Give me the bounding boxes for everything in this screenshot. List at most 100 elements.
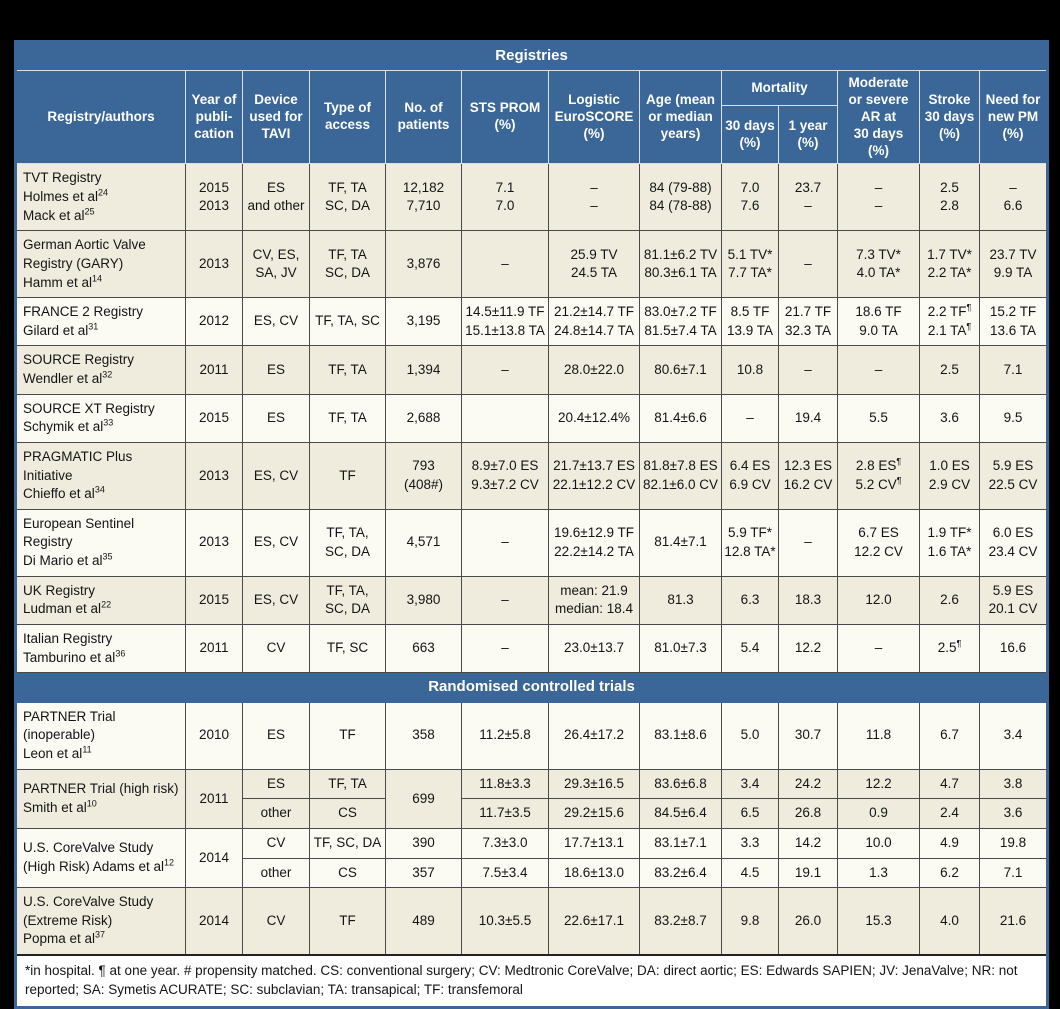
data-cell-age: 83.1±7.1 [639,827,722,859]
data-cell-device: CV, ES, SA, JV [242,230,310,299]
data-cell-d30: – [721,393,779,443]
data-cell-device: ES, CV [242,575,310,625]
data-cell-d30: 5.9 TF* 12.8 TA* [721,508,779,577]
data-cell-device: ES, CV [242,441,310,510]
data-cell-sts [461,393,549,443]
footnote-row: *in hospital. ¶ at one year. # propensit… [14,954,1049,1008]
data-cell-ar: – – [837,163,920,232]
data-cell-d30: 3.3 [721,827,779,859]
data-cell-device: ES [242,345,310,395]
data-cell-stroke: 2.6 [919,575,980,625]
data-cell-sts: – [461,508,549,577]
col-header-mortality: Mortality [721,69,838,107]
col-header-euroscore: Logistic EuroSCORE (%) [548,69,640,165]
table-row: PARTNER Trial (high risk) Smith et al10 20… [15,768,1049,829]
data-cell-access: TF, TA [309,345,386,395]
table-row: U.S. CoreValve Study (High Risk) Adams et… [15,827,1049,889]
data-cell-pm: 21.6 [978,887,1049,956]
data-cell-ar: 0.9 [837,798,920,829]
data-cell-sts: 7.5±3.4 [461,857,549,889]
data-cell-ar: 5.5 [837,393,920,443]
data-cell-sts: 8.9±7.0 ES 9.3±7.2 CV [461,441,549,510]
data-cell-pm: –6.6 [978,163,1049,232]
data-cell-age: 81.8±7.8 ES 82.1±6.0 CV [639,441,722,510]
data-cell-euroscore: 18.6±13.0 [548,857,640,889]
data-cell-patients: 3,195 [385,297,462,347]
data-cell-euroscore: 28.0±22.0 [548,345,640,395]
data-cell-access: TF, TA SC, DA [309,230,386,299]
data-cell-euroscore: – – [548,163,640,232]
data-cell-age: 83.2±6.4 [639,857,722,889]
data-cell-sts: 7.3±3.0 [461,827,549,859]
data-cell-ar: 18.6 TF 9.0 TA [837,297,920,347]
data-cell-age: 81.1±6.2 TV 80.3±6.1 TA [639,230,722,299]
data-cell-euroscore: 21.2±14.7 TF 24.8±14.7 TA [548,297,640,347]
col-header-patients: No. of patients [385,69,462,165]
data-cell-age: 80.6±7.1 [639,345,722,395]
data-cell-access: TF [309,887,386,956]
data-cell-year: 2012 [185,297,243,347]
data-cell-year: 2011 [185,768,243,829]
data-cell-y1: 24.2 [778,768,838,800]
data-cell-sts: 11.8±3.3 [461,768,549,800]
data-cell-age: 81.3 [639,575,722,625]
data-cell-euroscore: 19.6±12.9 TF 22.2±14.2 TA [548,508,640,577]
data-cell-d30: 9.8 [721,887,779,956]
data-cell-stroke: 2.5 2.8 [919,163,980,232]
data-cell-euroscore: 29.2±15.6 [548,798,640,829]
data-cell-y1: 23.7– [778,163,838,232]
data-cell-pm: 5.9 ES 22.5 CV [978,441,1049,510]
data-cell-stroke: 6.7 [919,701,980,770]
data-cell-year: 2013 [185,441,243,510]
registry-name-cell: PARTNER Trial (high risk) Smith et al10 [15,768,186,829]
data-cell-age: 84.5±6.4 [639,798,722,829]
registry-name-cell: SOURCE Registry Wendler et al32 [15,345,186,395]
data-cell-ar: – [837,623,920,674]
registry-name-cell: PRAGMATIC Plus Initiative Chieffo et al34 [15,441,186,510]
data-cell-d30: 10.8 [721,345,779,395]
data-cell-patients: 663 [385,623,462,674]
data-cell-sts: – [461,623,549,674]
data-cell-device: CV [242,827,310,859]
col-header-access: Type of access [309,69,386,165]
col-header-sts-prom: STS PROM (%) [461,69,549,165]
data-cell-euroscore: 23.0±13.7 [548,623,640,674]
data-cell-d30: 6.3 [721,575,779,625]
data-cell-access: TF [309,701,386,770]
footnote-text: *in hospital. ¶ at one year. # propensit… [14,954,1049,1008]
table-row: other CS 11.7±3.5 29.2±15.6 84.5±6.4 6.5 26.8 0… [16,798,1049,829]
data-cell-stroke: 4.0 [919,887,980,956]
data-cell-year: 2015 [185,393,243,443]
registry-name-cell: U.S. CoreValve Study (Extreme Risk) Popma … [15,887,186,956]
data-cell-sts: 11.2±5.8 [461,701,549,770]
data-cell-year: 2013 [185,508,243,577]
registry-name-cell: PARTNER Trial (inoperable) Leon et al11 [15,701,186,770]
data-cell-euroscore: 17.7±13.1 [548,827,640,859]
tavi-outcomes-table: Registries Registry/authors Year of publ… [14,40,1050,1009]
data-cell-d30: 5.1 TV* 7.7 TA* [721,230,779,299]
data-cell-ar: 12.2 [837,768,920,800]
data-cell-d30: 5.4 [721,623,779,674]
data-cell-year: 2014 [185,887,243,956]
data-cell-year: 2010 [185,701,243,770]
data-cell-euroscore: mean: 21.9 median: 18.4 [548,575,640,625]
data-cell-euroscore: 20.4±12.4% [548,393,640,443]
data-cell-euroscore: 22.6±17.1 [548,887,640,956]
registry-name-cell: TVT Registry Holmes et al24 Mack et al25 [15,163,186,232]
registry-name-cell: U.S. CoreValve Study (High Risk) Adams et… [15,827,186,889]
registry-name-cell: European Sentinel Registry Di Mario et al… [15,508,186,577]
data-cell-access: TF, TA [309,768,386,800]
registry-name-cell: FRANCE 2 Registry Gilard et al31 [15,297,186,347]
data-cell-sts: 11.7±3.5 [461,798,549,829]
data-cell-device: CV [242,887,310,956]
col-header-mortality-30days: 30 days (%) [721,105,779,165]
data-cell-d30: 6.4 ES 6.9 CV [721,441,779,510]
col-header-device: Device used for TAVI [242,69,310,165]
data-cell-patients: 390 [385,827,462,859]
table-row: SOURCE Registry Wendler et al32 2011 ES TF, … [15,345,1049,395]
data-cell-device: other [242,798,310,829]
data-cell-device: CV [242,623,310,674]
data-cell-device: ES and other [242,163,310,232]
data-cell-age: 84 (79-88) 84 (78-88) [639,163,722,232]
data-cell-sts: – [461,575,549,625]
